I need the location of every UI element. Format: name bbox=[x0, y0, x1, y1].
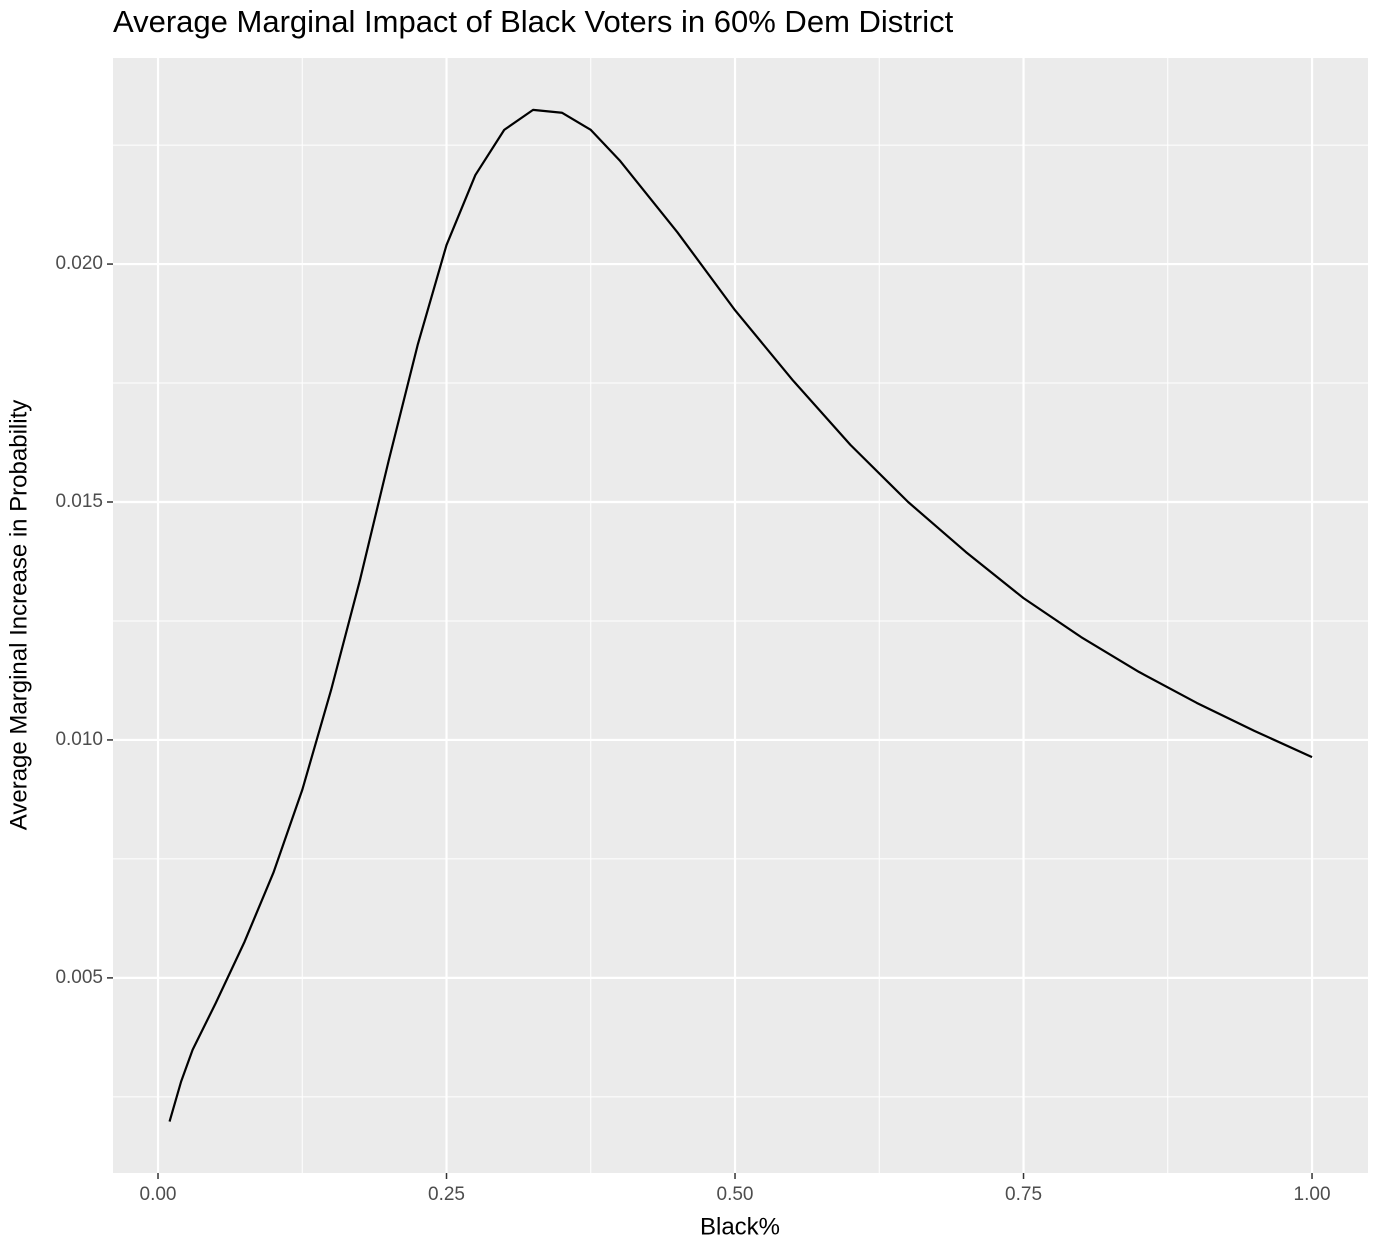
x-tick-label: 1.00 bbox=[1294, 1184, 1331, 1205]
y-axis-label: Average Marginal Increase in Probability bbox=[5, 400, 32, 830]
x-tick-label: 0.25 bbox=[428, 1184, 465, 1205]
y-tick-label: 0.005 bbox=[55, 967, 103, 988]
line bbox=[168, 108, 1313, 1122]
x-axis-label: Black% bbox=[700, 1213, 780, 1240]
x-tick-label: 0.75 bbox=[1005, 1184, 1042, 1205]
y-tick-label: 0.020 bbox=[55, 253, 103, 274]
plot-panel bbox=[113, 58, 1368, 1173]
y-tick-label: 0.010 bbox=[55, 729, 103, 750]
chart-title: Average Marginal Impact of Black Voters … bbox=[113, 4, 954, 39]
y-tick-label: 0.015 bbox=[55, 491, 103, 512]
x-tick-label: 0.00 bbox=[140, 1184, 177, 1205]
x-tick-label: 0.50 bbox=[717, 1184, 754, 1205]
